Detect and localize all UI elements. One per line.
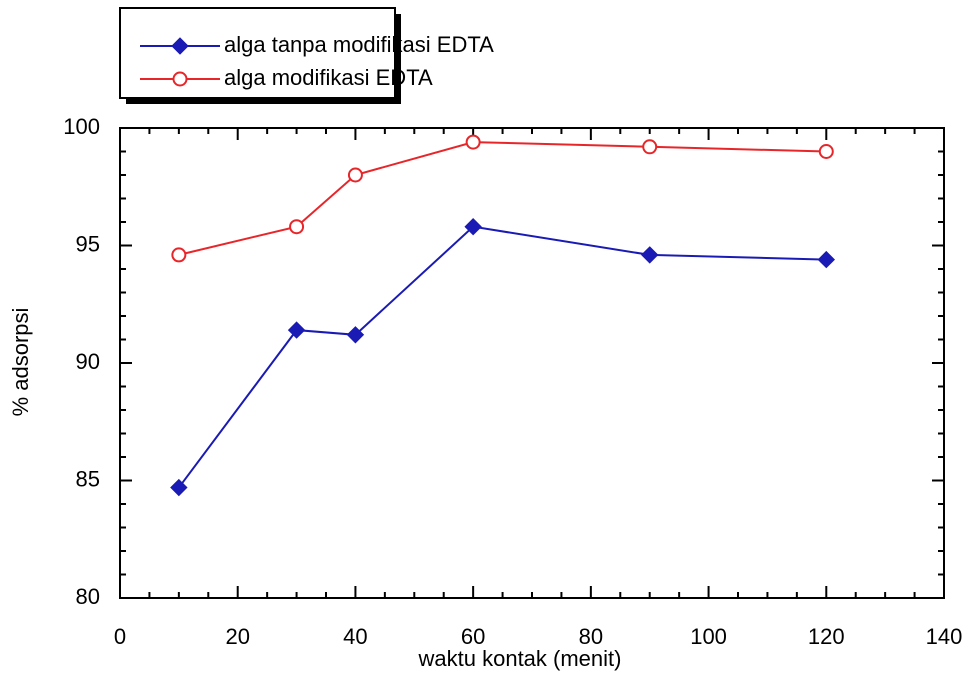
- series-line: [179, 142, 826, 255]
- marker: [171, 480, 187, 496]
- x-tick-label: 140: [926, 624, 963, 649]
- x-tick-label: 0: [114, 624, 126, 649]
- x-tick-label: 60: [461, 624, 485, 649]
- y-tick-label: 100: [63, 114, 100, 139]
- y-tick-label: 80: [76, 584, 100, 609]
- marker: [289, 322, 305, 338]
- x-tick-label: 100: [690, 624, 727, 649]
- marker: [643, 140, 656, 153]
- x-tick-label: 20: [225, 624, 249, 649]
- x-tick-label: 120: [808, 624, 845, 649]
- marker: [174, 73, 187, 86]
- marker: [172, 248, 185, 261]
- y-tick-label: 95: [76, 231, 100, 256]
- legend-label: alga tanpa modifikasi EDTA: [224, 32, 494, 57]
- y-tick-label: 85: [76, 466, 100, 491]
- marker: [820, 145, 833, 158]
- marker: [467, 136, 480, 149]
- x-tick-label: 80: [579, 624, 603, 649]
- marker: [818, 252, 834, 268]
- chart: waktu kontak (menit) % adsorpsi 0 20 40 60 8…: [0, 0, 974, 676]
- marker: [642, 247, 658, 263]
- marker: [290, 220, 303, 233]
- marker: [349, 169, 362, 182]
- x-tick-label: 40: [343, 624, 367, 649]
- x-axis-label: waktu kontak (menit): [418, 646, 622, 671]
- plot-frame: [120, 128, 944, 598]
- series-line: [179, 227, 826, 488]
- y-tick-label: 90: [76, 349, 100, 374]
- legend-label: alga modifikasi EDTA: [224, 65, 433, 90]
- y-axis-label: % adsorpsi: [8, 308, 33, 417]
